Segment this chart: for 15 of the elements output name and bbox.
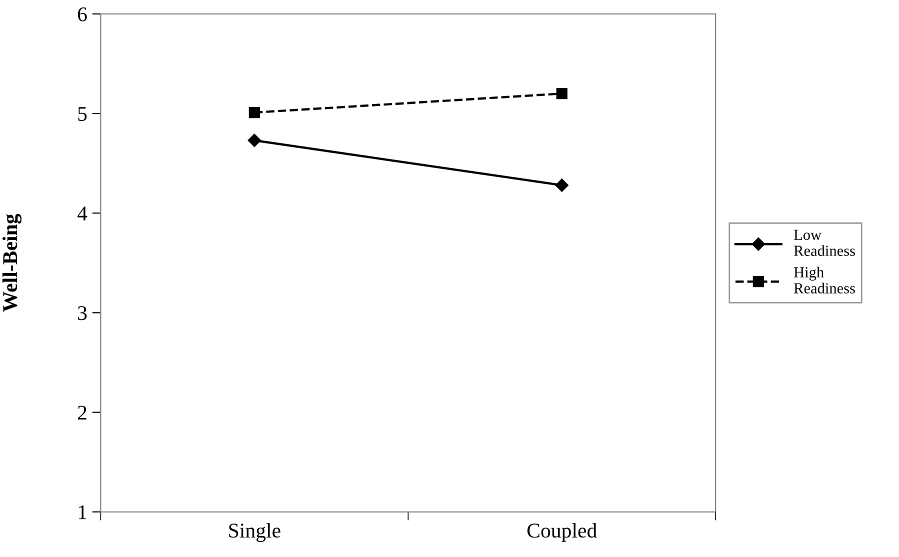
point (556, 88, 568, 100)
point (248, 106, 260, 118)
y-tick-label: 6 (78, 7, 87, 22)
legend-label: Low Readiness (794, 230, 855, 256)
x-tick-label: Coupled (527, 522, 597, 542)
y-tick-label: 4 (77, 206, 88, 220)
x-tick-label: Single (229, 522, 280, 542)
y-tick-label: 2 (78, 406, 86, 420)
legend-label: High Readiness (794, 266, 855, 294)
y-tick-label: 1 (78, 505, 86, 520)
point (555, 178, 568, 192)
y-axis-title: Well-Being (2, 214, 22, 312)
y-tick-label: 3 (78, 306, 87, 320)
y-tick-label: 5 (78, 107, 87, 121)
point (248, 134, 262, 147)
